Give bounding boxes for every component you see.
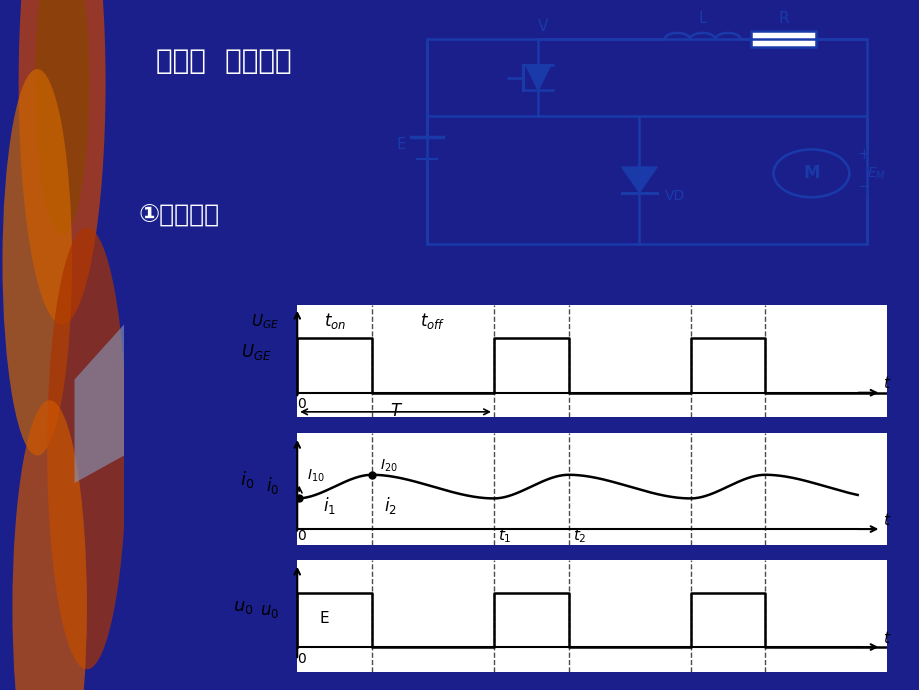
Text: t: t — [882, 513, 889, 528]
Text: R: R — [777, 11, 789, 26]
Text: $E_M$: $E_M$ — [867, 165, 885, 181]
Circle shape — [3, 69, 72, 455]
Text: $U_{GE}$: $U_{GE}$ — [251, 313, 279, 331]
Text: L: L — [698, 11, 706, 26]
Text: $i_0$: $i_0$ — [240, 469, 254, 490]
Text: +: + — [857, 147, 868, 162]
Text: $i_0$: $i_0$ — [266, 475, 279, 496]
Text: T: T — [390, 402, 400, 420]
Polygon shape — [621, 167, 656, 193]
Text: $t_{on}$: $t_{on}$ — [323, 311, 346, 331]
Text: ①电流连续: ①电流连续 — [138, 204, 219, 227]
Circle shape — [18, 0, 106, 324]
Text: 0: 0 — [297, 529, 305, 542]
Text: $u_0$: $u_0$ — [233, 598, 254, 615]
Text: $i_2$: $i_2$ — [383, 495, 396, 515]
Polygon shape — [525, 65, 550, 90]
Text: $I_{20}$: $I_{20}$ — [380, 457, 397, 474]
Text: 0: 0 — [297, 652, 305, 666]
Circle shape — [13, 400, 87, 690]
Text: VD: VD — [664, 188, 685, 203]
Text: E: E — [396, 137, 406, 152]
Text: $t_1$: $t_1$ — [497, 526, 511, 545]
FancyBboxPatch shape — [750, 31, 816, 48]
Text: $t_2$: $t_2$ — [572, 526, 585, 545]
Text: $t_{off}$: $t_{off}$ — [420, 311, 445, 331]
Text: E: E — [319, 611, 329, 626]
Text: （二）  工作原理: （二） 工作原理 — [156, 47, 291, 75]
Text: 0: 0 — [297, 397, 305, 411]
Text: M: M — [802, 164, 819, 182]
Text: $i_1$: $i_1$ — [323, 495, 336, 515]
Text: t: t — [882, 631, 889, 647]
Polygon shape — [74, 310, 137, 483]
Text: V: V — [538, 19, 548, 34]
Circle shape — [35, 0, 89, 235]
Text: $I_{10}$: $I_{10}$ — [307, 467, 324, 484]
Text: t: t — [882, 376, 889, 391]
Circle shape — [47, 228, 127, 669]
Text: $u_0$: $u_0$ — [260, 602, 279, 620]
Text: −: − — [857, 179, 868, 194]
Text: $U_{GE}$: $U_{GE}$ — [241, 342, 271, 362]
